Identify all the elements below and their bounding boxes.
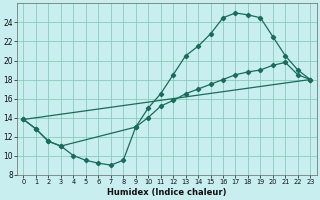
X-axis label: Humidex (Indice chaleur): Humidex (Indice chaleur) — [107, 188, 227, 197]
